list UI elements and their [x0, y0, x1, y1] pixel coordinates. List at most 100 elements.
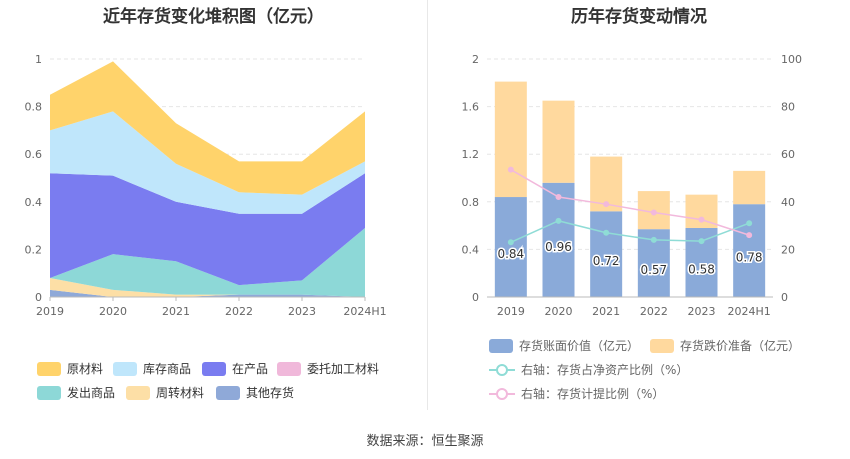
bar-book-value	[590, 211, 623, 297]
left-legend-item[interactable]: 在产品	[202, 360, 268, 377]
line-point	[507, 239, 514, 246]
legend-label: 原材料	[67, 362, 104, 376]
bar-data-label: 0.84	[497, 247, 524, 261]
left-legend-item[interactable]: 发出商品	[37, 384, 115, 401]
line-point	[746, 220, 753, 227]
left-x-tick-label: 2021	[162, 305, 190, 318]
right-right-y-tick-label: 40	[781, 196, 795, 209]
legend-swatch	[489, 387, 515, 400]
bar-data-label: 0.58	[688, 262, 715, 276]
legend-label: 存货跌价准备（亿元）	[680, 339, 801, 353]
legend-swatch	[277, 361, 301, 376]
left-y-tick-label: 1	[35, 53, 42, 66]
legend-swatch	[650, 338, 674, 353]
legend-swatch	[113, 361, 137, 376]
bar-book-value	[494, 197, 527, 297]
bar-book-value	[733, 204, 766, 297]
panel-divider	[427, 0, 428, 410]
bar-impairment-reserve	[494, 81, 527, 198]
right-right-y-tick-label: 80	[781, 101, 795, 114]
line-point	[555, 217, 562, 224]
right-x-tick-label: 2021	[592, 305, 620, 318]
right-left-y-tick-label: 2	[472, 53, 479, 66]
legend-label: 发出商品	[67, 386, 116, 400]
legend-label: 右轴：存货计提比例（%）	[521, 387, 665, 401]
left-y-tick-label: 0	[35, 291, 42, 304]
legend-label: 右轴：存货占净资产比例（%）	[521, 363, 689, 377]
right-legend-item[interactable]: 右轴：存货计提比例（%）	[489, 385, 664, 402]
area-series-库存商品	[50, 111, 365, 214]
line-point	[555, 194, 562, 201]
right-left-y-tick-label: 1.2	[462, 148, 480, 161]
line-point	[746, 232, 753, 239]
left-legend-item[interactable]: 委托加工材料	[277, 360, 379, 377]
left-y-tick-label: 0.2	[25, 243, 43, 256]
left-x-tick-label: 2022	[225, 305, 253, 318]
bar-impairment-reserve	[733, 170, 766, 205]
area-series-其他存货	[50, 289, 365, 297]
legend-label: 库存商品	[143, 362, 192, 376]
data-source-note: 数据来源：恒生聚源	[366, 434, 484, 449]
legend-swatch	[489, 363, 515, 376]
legend-swatch	[126, 385, 150, 400]
right-legend-item[interactable]: 存货跌价准备（亿元）	[650, 337, 800, 354]
area-series-原材料	[50, 61, 365, 195]
area-series-在产品	[50, 173, 365, 286]
right-chart-title: 历年存货变动情况	[571, 7, 707, 27]
legend-swatch	[37, 385, 61, 400]
line-point	[698, 216, 705, 223]
right-x-tick-label: 2020	[545, 305, 573, 318]
legend-label: 委托加工材料	[307, 362, 380, 376]
bar-data-label: 0.96	[545, 240, 572, 254]
right-right-y-tick-label: 0	[781, 291, 788, 304]
left-legend-item[interactable]: 库存商品	[113, 360, 191, 377]
left-chart-title: 近年存货变化堆积图（亿元）	[103, 7, 324, 27]
legend-swatch	[202, 361, 226, 376]
legend-label: 其他存货	[246, 386, 295, 400]
legend-swatch	[489, 338, 513, 353]
right-left-y-tick-label: 0.8	[462, 196, 480, 209]
line-point	[698, 238, 705, 245]
legend-swatch	[37, 361, 61, 376]
left-area-chart: 0 0.2 0.4 0.6 0.8 1 2019 2020 2021 2022 2023 2024H1	[25, 53, 387, 318]
left-legend-item[interactable]: 周转材料	[126, 384, 204, 401]
right-bar-line-chart: 0 0 0.4 20 0.8 40 1.2 60 1.6 80 2 100 0.84 0.96 0.72 0.…	[462, 53, 803, 318]
bar-data-label: 0.72	[593, 254, 620, 268]
right-right-y-tick-label: 60	[781, 148, 795, 161]
legend-label: 在产品	[232, 362, 269, 376]
line-point	[650, 236, 657, 243]
line-point	[603, 229, 610, 236]
right-right-y-tick-label: 20	[781, 243, 795, 256]
right-x-tick-label: 2022	[640, 305, 668, 318]
bar-book-value	[542, 182, 575, 297]
line-point	[603, 201, 610, 208]
bar-data-label: 0.78	[736, 251, 763, 265]
bar-impairment-reserve	[542, 100, 575, 183]
line-point	[650, 209, 657, 216]
left-legend-item[interactable]: 其他存货	[216, 384, 294, 401]
line-series-0	[510, 220, 750, 243]
left-x-tick-label: 2020	[99, 305, 127, 318]
left-x-tick-label: 2019	[36, 305, 64, 318]
left-y-tick-label: 0.8	[25, 101, 43, 114]
right-legend-item[interactable]: 右轴：存货占净资产比例（%）	[489, 361, 688, 378]
right-left-y-tick-label: 1.6	[462, 101, 480, 114]
right-right-y-tick-label: 100	[781, 53, 802, 66]
legend-swatch	[216, 385, 240, 400]
left-legend-item[interactable]: 原材料	[37, 360, 103, 377]
right-x-tick-label: 2023	[688, 305, 716, 318]
left-x-tick-label: 2024H1	[343, 305, 386, 318]
bar-data-label: 0.57	[640, 263, 667, 277]
legend-label: 存货账面价值（亿元）	[519, 339, 640, 353]
area-series-周转材料	[50, 277, 365, 297]
left-x-tick-label: 2023	[288, 305, 316, 318]
right-left-y-tick-label: 0	[472, 291, 479, 304]
legend-label: 周转材料	[156, 386, 205, 400]
area-series-发出商品	[50, 227, 365, 297]
right-x-tick-label: 2019	[497, 305, 525, 318]
left-y-tick-label: 0.4	[25, 196, 43, 209]
right-legend-item[interactable]: 存货账面价值（亿元）	[489, 337, 639, 354]
line-point	[507, 166, 514, 173]
right-x-tick-label: 2024H1	[728, 305, 771, 318]
left-y-tick-label: 0.6	[25, 148, 43, 161]
